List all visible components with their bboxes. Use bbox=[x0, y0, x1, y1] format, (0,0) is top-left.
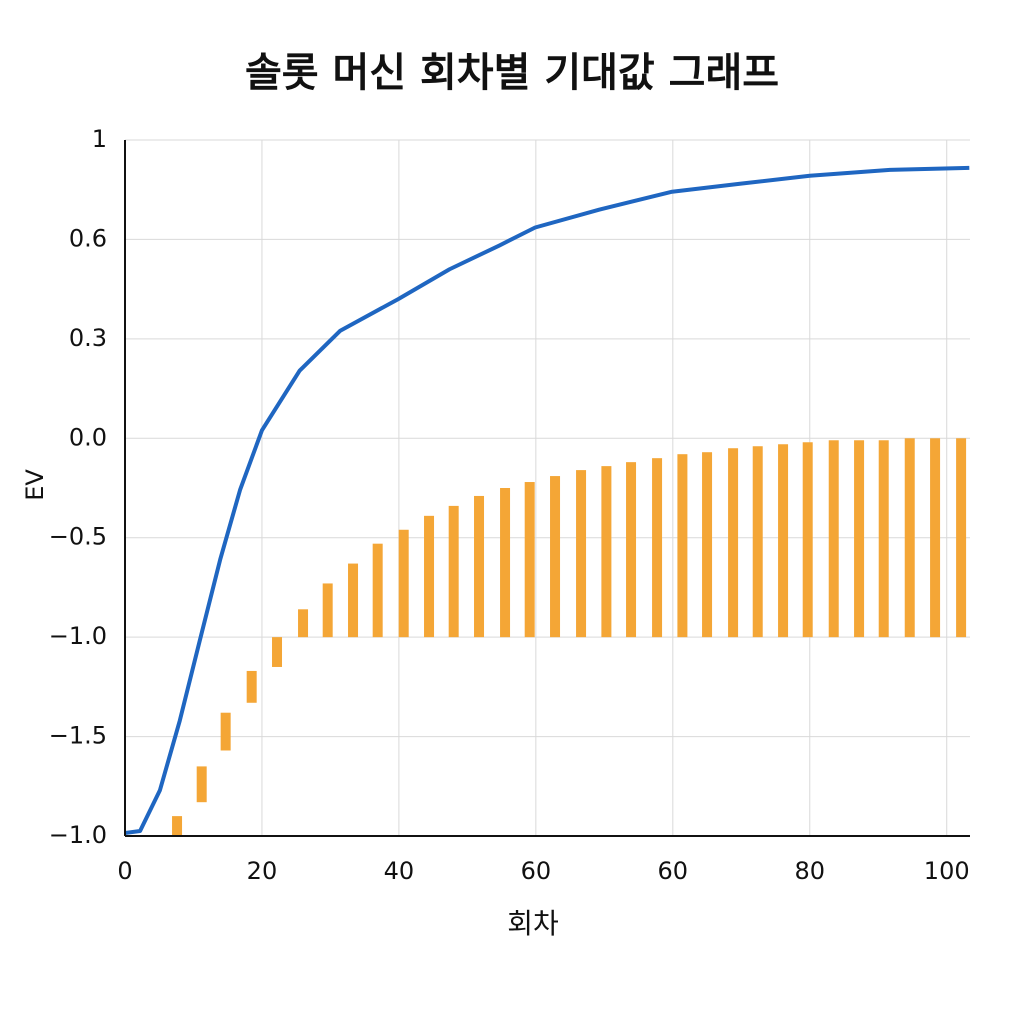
range-bar bbox=[702, 452, 713, 638]
range-bar bbox=[904, 438, 915, 638]
x-tick-label: 60 bbox=[658, 857, 689, 885]
x-tick-label: 20 bbox=[247, 857, 278, 885]
range-bar bbox=[322, 583, 333, 638]
y-axis-label: EV bbox=[21, 469, 49, 501]
range-bar bbox=[372, 543, 383, 638]
range-bar bbox=[448, 505, 459, 638]
range-bar bbox=[576, 470, 587, 638]
range-bar bbox=[298, 609, 309, 638]
range-bar bbox=[474, 495, 485, 638]
range-bar bbox=[500, 488, 511, 638]
range-bar bbox=[272, 637, 283, 667]
range-bar bbox=[854, 440, 865, 638]
x-tick-label: 80 bbox=[794, 857, 825, 885]
y-tick-label: −0.5 bbox=[49, 523, 107, 551]
range-bar bbox=[196, 766, 207, 803]
range-bar bbox=[398, 529, 409, 638]
y-tick-label: 0.0 bbox=[69, 423, 107, 451]
range-bar bbox=[652, 458, 663, 638]
x-axis-label: 회차 bbox=[507, 907, 559, 940]
range-bar bbox=[172, 816, 183, 836]
x-tick-label: 0 bbox=[117, 857, 132, 885]
range-bar bbox=[728, 448, 739, 638]
range-bar bbox=[778, 444, 789, 638]
chart-title: 솔롯 머신 회차별 기대값 그래프 bbox=[245, 50, 779, 96]
y-tick-label: 1 bbox=[92, 125, 107, 153]
range-bar bbox=[677, 454, 688, 638]
range-bar bbox=[220, 712, 231, 751]
range-bar bbox=[956, 438, 967, 638]
range-bar bbox=[626, 462, 637, 638]
range-bar bbox=[878, 440, 889, 638]
y-tick-label: −1.0 bbox=[49, 622, 107, 650]
range-bar bbox=[752, 446, 763, 638]
y-tick-label: 0.6 bbox=[69, 224, 107, 252]
line-series bbox=[124, 165, 970, 835]
x-tick-label: 40 bbox=[384, 857, 415, 885]
range-bar bbox=[524, 482, 535, 638]
y-tick-label: 0.3 bbox=[69, 324, 107, 352]
range-bar bbox=[930, 438, 941, 638]
y-tick-label: −1.5 bbox=[49, 722, 107, 750]
range-bar bbox=[828, 440, 839, 638]
x-tick-label: 60 bbox=[521, 857, 552, 885]
range-bar bbox=[550, 476, 561, 638]
range-bar bbox=[601, 466, 612, 638]
plot-area bbox=[124, 165, 970, 836]
range-bar bbox=[348, 563, 359, 638]
range-bar bbox=[246, 670, 257, 703]
range-bar bbox=[424, 515, 435, 638]
range-bar bbox=[802, 442, 813, 638]
grid bbox=[124, 139, 970, 837]
x-tick-label: 100 bbox=[924, 857, 970, 885]
y-tick-label: −1.0 bbox=[49, 821, 107, 849]
